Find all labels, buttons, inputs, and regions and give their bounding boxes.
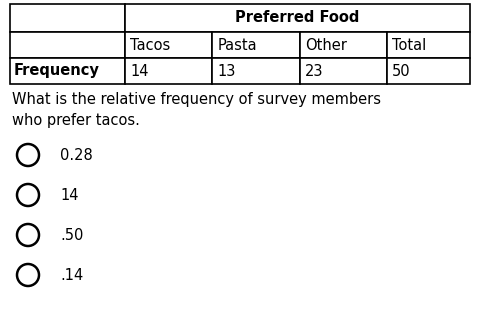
Text: .50: .50 (60, 228, 84, 243)
Bar (387, 58, 470, 84)
Bar (387, 32, 470, 58)
Text: Frequency: Frequency (14, 64, 100, 79)
Circle shape (17, 184, 39, 206)
Text: 23: 23 (305, 64, 324, 79)
Circle shape (17, 264, 39, 286)
Text: Tacos: Tacos (130, 37, 170, 52)
Text: 14: 14 (130, 64, 148, 79)
Text: What is the relative frequency of survey members
who prefer tacos.: What is the relative frequency of survey… (12, 92, 381, 128)
Text: 14: 14 (60, 187, 78, 202)
Bar (212, 58, 300, 84)
Bar (125, 58, 212, 84)
Text: .14: .14 (60, 268, 83, 283)
Text: 13: 13 (218, 64, 236, 79)
Text: Pasta: Pasta (218, 37, 257, 52)
Text: 50: 50 (392, 64, 411, 79)
Bar (10, 4, 125, 32)
Bar (125, 32, 212, 58)
Bar (212, 32, 300, 58)
Text: 0.28: 0.28 (60, 147, 93, 162)
Text: Other: Other (305, 37, 346, 52)
Bar (10, 58, 125, 84)
Bar (10, 32, 125, 58)
Text: Preferred Food: Preferred Food (236, 10, 360, 25)
Circle shape (17, 224, 39, 246)
Text: Total: Total (392, 37, 426, 52)
Circle shape (17, 144, 39, 166)
Bar (300, 32, 387, 58)
Bar (125, 4, 470, 32)
Bar (300, 58, 387, 84)
